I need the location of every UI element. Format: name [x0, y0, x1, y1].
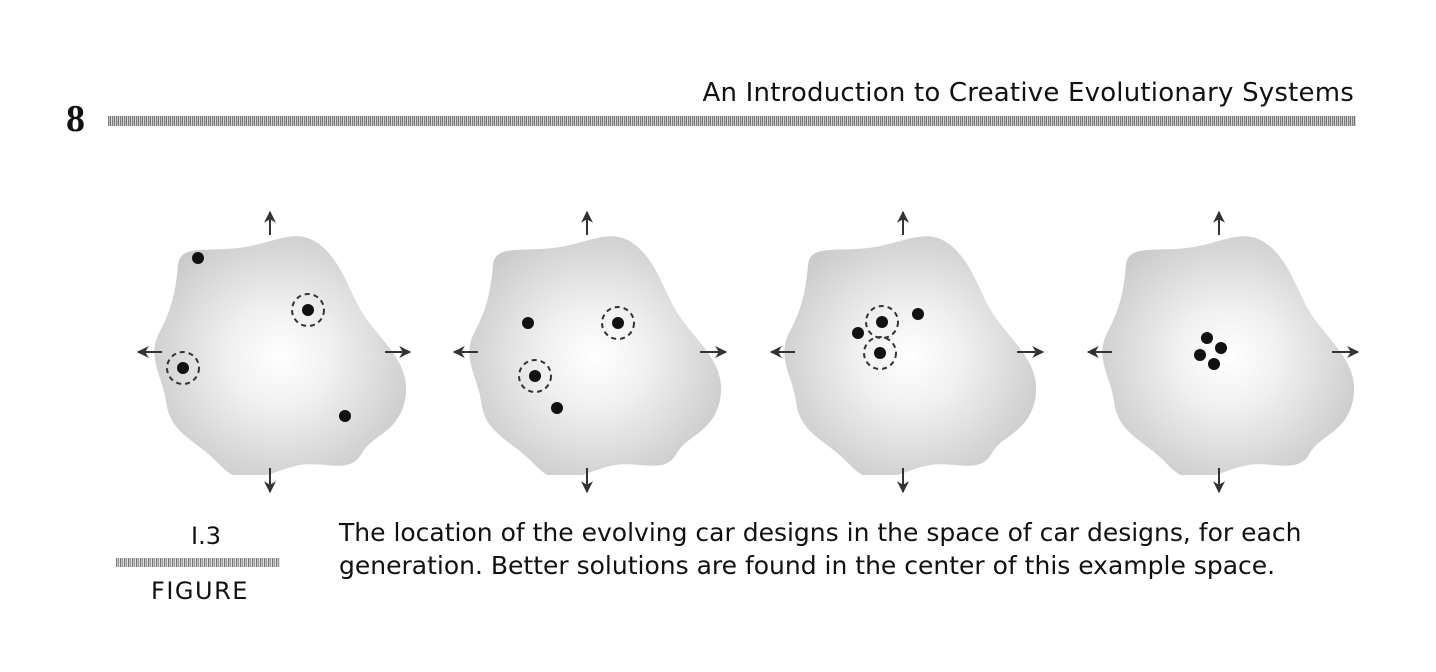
figure-label-rule	[116, 558, 280, 567]
figure-label: FIGURE	[151, 577, 249, 605]
page-number: 8	[66, 98, 85, 140]
generation-panel-4	[1086, 210, 1360, 494]
figure-illustration	[136, 210, 1360, 494]
figure-number: I.3	[191, 522, 221, 550]
generation-panel-1	[136, 210, 412, 494]
generation-panel-3	[769, 210, 1045, 494]
figure-caption: The location of the evolving car designs…	[339, 516, 1329, 582]
generation-panel-2	[452, 210, 728, 494]
running-head: An Introduction to Creative Evolutionary…	[702, 78, 1354, 108]
header-rule	[108, 116, 1356, 126]
caption-line-1: The location of the evolving car designs…	[339, 518, 1302, 547]
caption-line-2: generation. Better solutions are found i…	[339, 551, 1276, 580]
